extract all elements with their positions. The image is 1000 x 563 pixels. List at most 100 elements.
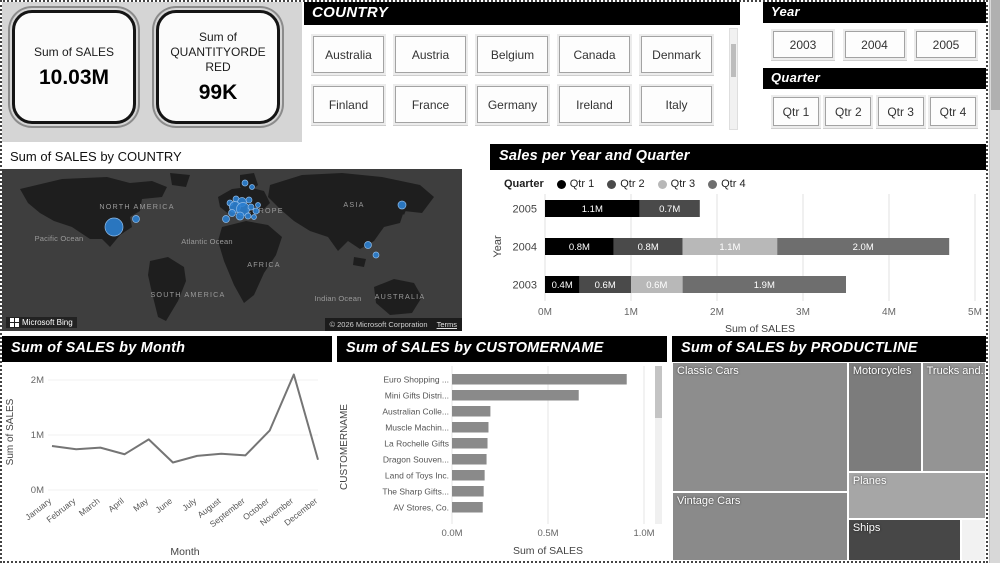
treemap-tile-planes[interactable]: Planes xyxy=(847,472,986,520)
quarter-option-qtr-1[interactable]: Qtr 1 xyxy=(773,97,819,126)
y-axis-tick: 1M xyxy=(31,430,44,441)
bar-segment-2005-qtr-1[interactable] xyxy=(545,200,640,217)
country-slicer-scrollbar[interactable] xyxy=(729,28,738,130)
kpi-card-quantity: Sum of QUANTITYORDERED 99K xyxy=(156,10,280,124)
treemap-tile-unlabeled[interactable] xyxy=(960,519,986,561)
quarter-option-qtr-4[interactable]: Qtr 4 xyxy=(929,97,976,126)
country-slicer-panel: COUNTRY Australia Austria Belgium Canada Den… xyxy=(304,2,740,135)
map-label-indian-ocean: Indian Ocean xyxy=(314,294,361,303)
map-label-north-america: NORTH AMERICA xyxy=(99,202,174,211)
legend-item-qtr-1[interactable]: Qtr 1 xyxy=(556,178,594,190)
bar-muscle-machin[interactable] xyxy=(452,422,489,433)
treemap-tile-ships[interactable]: Ships xyxy=(847,519,961,561)
country-option-denmark[interactable]: Denmark xyxy=(641,36,712,73)
bar-segment-2005-qtr-2[interactable] xyxy=(639,200,700,217)
bar-data-label: 0.7M xyxy=(659,204,680,215)
map-sales-bubble[interactable] xyxy=(247,203,255,211)
map-sales-bubble[interactable] xyxy=(228,209,236,217)
bar-data-label: 0.4M xyxy=(552,280,573,291)
map-sales-bubble[interactable] xyxy=(397,200,407,210)
legend-title: Quarter xyxy=(504,178,544,190)
map-terms-link[interactable]: Terms xyxy=(436,320,457,329)
bar-segment-2003-qtr-4[interactable] xyxy=(682,276,846,293)
bar-dragon-souven[interactable] xyxy=(452,454,487,465)
quarter-option-qtr-3[interactable]: Qtr 3 xyxy=(877,97,924,126)
quarter-option-qtr-2[interactable]: Qtr 2 xyxy=(825,97,872,126)
bar-segment-2004-qtr-2[interactable] xyxy=(613,238,683,255)
year-option-2004[interactable]: 2004 xyxy=(844,31,905,58)
quarter-slicer-options: Qtr 1 Qtr 2 Qtr 3 Qtr 4 xyxy=(763,89,986,135)
legend-item-qtr-4[interactable]: Qtr 4 xyxy=(708,178,746,190)
x-axis-tick: 1M xyxy=(624,307,638,318)
country-option-ireland[interactable]: Ireland xyxy=(559,86,630,123)
bar-segment-2004-qtr-3[interactable] xyxy=(682,238,778,255)
year-option-2003[interactable]: 2003 xyxy=(773,31,833,58)
bar-la-rochelle-gifts[interactable] xyxy=(452,438,488,449)
bar-av-stores-co[interactable] xyxy=(452,502,483,513)
country-option-austria[interactable]: Austria xyxy=(395,36,466,73)
world-map[interactable]: NORTH AMERICA EUROPE ASIA Pacific Ocean Atla… xyxy=(2,169,462,331)
quarter-slicer-title: Quarter xyxy=(763,68,986,89)
treemap-tile-motorcycles[interactable]: Motorcycles xyxy=(847,362,922,473)
sales-by-month-panel: Sum of SALES by Month 0M 1M 2M January Febru… xyxy=(2,336,332,561)
country-option-finland[interactable]: Finland xyxy=(313,86,384,123)
world-map-landmass xyxy=(20,173,434,321)
app-scrollbar[interactable] xyxy=(989,0,1000,563)
country-option-canada[interactable]: Canada xyxy=(559,36,630,73)
country-option-france[interactable]: France xyxy=(395,86,466,123)
map-sales-bubble[interactable] xyxy=(222,215,230,223)
map-sales-bubble[interactable] xyxy=(241,179,249,187)
map-attribution: © 2026 Microsoft Corporation Terms xyxy=(324,318,462,331)
country-slicer-scrollbar-thumb[interactable] xyxy=(731,44,736,77)
kpi-quantity-value: 99K xyxy=(198,80,238,104)
map-sales-bubble[interactable] xyxy=(244,212,252,220)
kpi-sales-value: 10.03M xyxy=(38,65,110,89)
bar-the-sharp-gifts[interactable] xyxy=(452,486,484,497)
map-sales-bubble[interactable] xyxy=(252,207,260,215)
country-option-australia[interactable]: Australia xyxy=(313,36,384,73)
y-axis-category: Australian Colle... xyxy=(382,407,449,417)
map-sales-bubble[interactable] xyxy=(364,241,372,249)
bar-data-label: 1.1M xyxy=(719,242,740,253)
month-chart-title: Sum of SALES by Month xyxy=(2,336,332,362)
chart-scrollbar-thumb[interactable] xyxy=(655,366,662,418)
map-sales-bubble[interactable] xyxy=(251,214,257,220)
year-option-2005[interactable]: 2005 xyxy=(916,31,976,58)
country-option-italy[interactable]: Italy xyxy=(641,86,712,123)
kpi-sales-label: Sum of SALES xyxy=(33,44,115,59)
map-sales-bubble[interactable] xyxy=(255,202,261,208)
map-sales-bubble[interactable] xyxy=(245,196,253,204)
country-option-belgium[interactable]: Belgium xyxy=(477,36,548,73)
bar-euro-shopping[interactable] xyxy=(452,374,627,385)
map-sales-bubble[interactable] xyxy=(104,217,124,237)
legend-item-qtr-2[interactable]: Qtr 2 xyxy=(607,178,645,190)
bar-segment-2004-qtr-4[interactable] xyxy=(777,238,950,255)
map-sales-bubble[interactable] xyxy=(132,215,140,223)
legend-item-qtr-3[interactable]: Qtr 3 xyxy=(657,178,695,190)
bar-land-of-toys-inc[interactable] xyxy=(452,470,485,481)
x-axis-title: Sum of SALES xyxy=(725,323,795,335)
bing-label: Microsoft Bing xyxy=(22,318,73,327)
bar-mini-gifts-distri[interactable] xyxy=(452,390,579,401)
map-sales-bubble[interactable] xyxy=(249,184,255,190)
treemap-tile-trucks-and[interactable]: Trucks and... xyxy=(921,362,986,473)
bar-segment-2003-qtr-2[interactable] xyxy=(579,276,631,293)
y-axis-category: Muscle Machin... xyxy=(385,423,449,433)
map-sales-bubble[interactable] xyxy=(372,251,380,259)
bar-australian-colle[interactable] xyxy=(452,406,491,417)
sales-line-series[interactable] xyxy=(51,373,319,464)
bar-segment-2004-qtr-1[interactable] xyxy=(545,238,614,255)
bar-segment-2003-qtr-1[interactable] xyxy=(545,276,580,293)
treemap-tile-classic-cars[interactable]: Classic Cars xyxy=(672,362,848,493)
map-label-asia: ASIA xyxy=(343,200,364,209)
app-scrollbar-thumb[interactable] xyxy=(991,0,1000,110)
country-option-germany[interactable]: Germany xyxy=(477,86,548,123)
bar-data-label: 1.1M xyxy=(582,204,603,215)
bing-badge[interactable]: Microsoft Bing xyxy=(6,317,77,328)
year-slicer-options: 2003 2004 2005 xyxy=(763,23,986,68)
chart-scrollbar-track[interactable] xyxy=(655,366,662,524)
x-axis-tick: 4M xyxy=(882,307,896,318)
treemap-tile-vintage-cars[interactable]: Vintage Cars xyxy=(672,492,848,561)
bar-segment-2003-qtr-3[interactable] xyxy=(631,276,683,293)
map-sales-bubble[interactable] xyxy=(235,211,245,221)
